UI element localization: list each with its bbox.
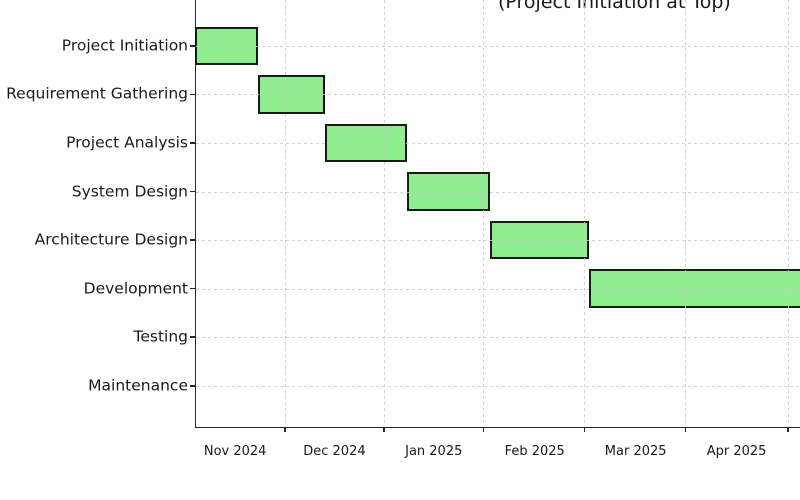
y-tick <box>190 287 195 290</box>
y-tick <box>190 93 195 96</box>
y-axis-label: Project Initiation <box>61 36 188 55</box>
gridline-horizontal <box>196 288 800 290</box>
y-tick <box>190 336 195 338</box>
y-axis-label: System Design <box>71 182 188 201</box>
x-axis-label: Dec 2024 <box>303 444 366 459</box>
y-tick <box>190 142 195 144</box>
gridline-vertical <box>584 0 586 427</box>
x-tick <box>787 427 789 432</box>
gridline-vertical <box>384 0 386 427</box>
y-axis-label: Project Analysis <box>66 133 188 152</box>
gridline-vertical <box>284 0 286 427</box>
y-tick <box>190 190 195 193</box>
x-axis-label: Mar 2025 <box>604 444 667 459</box>
gridline-vertical <box>483 0 485 427</box>
y-tick <box>190 45 195 47</box>
x-tick <box>482 427 485 432</box>
gridline-horizontal <box>196 94 800 96</box>
x-axis-label: Apr 2025 <box>706 444 767 459</box>
y-tick <box>190 239 195 241</box>
y-axis-spine <box>194 0 197 428</box>
y-axis-label: Development <box>83 279 188 298</box>
x-tick <box>684 427 687 432</box>
gridline-horizontal <box>196 385 800 387</box>
y-axis-label: Architecture Design <box>34 230 188 249</box>
gridline-vertical <box>685 0 687 427</box>
x-tick <box>284 427 286 432</box>
x-tick <box>583 427 586 432</box>
gridline-horizontal <box>196 191 800 193</box>
x-axis-label: Feb 2025 <box>504 444 565 459</box>
gridline-vertical <box>787 0 789 427</box>
y-tick <box>190 384 195 387</box>
x-axis-label: Jan 2025 <box>405 444 463 459</box>
x-axis-label: Nov 2024 <box>203 444 267 459</box>
gridline-horizontal <box>196 240 800 242</box>
y-axis-label: Maintenance <box>88 376 188 395</box>
y-axis-label: Requirement Gathering <box>6 84 188 103</box>
x-tick <box>383 427 385 432</box>
gridline-horizontal <box>196 142 800 144</box>
chart-title: (Project Initiation at Top) <box>498 0 731 13</box>
gridline-horizontal <box>196 45 800 47</box>
gridline-horizontal <box>196 337 800 339</box>
y-axis-label: Testing <box>133 327 189 346</box>
x-axis-spine <box>194 426 800 429</box>
